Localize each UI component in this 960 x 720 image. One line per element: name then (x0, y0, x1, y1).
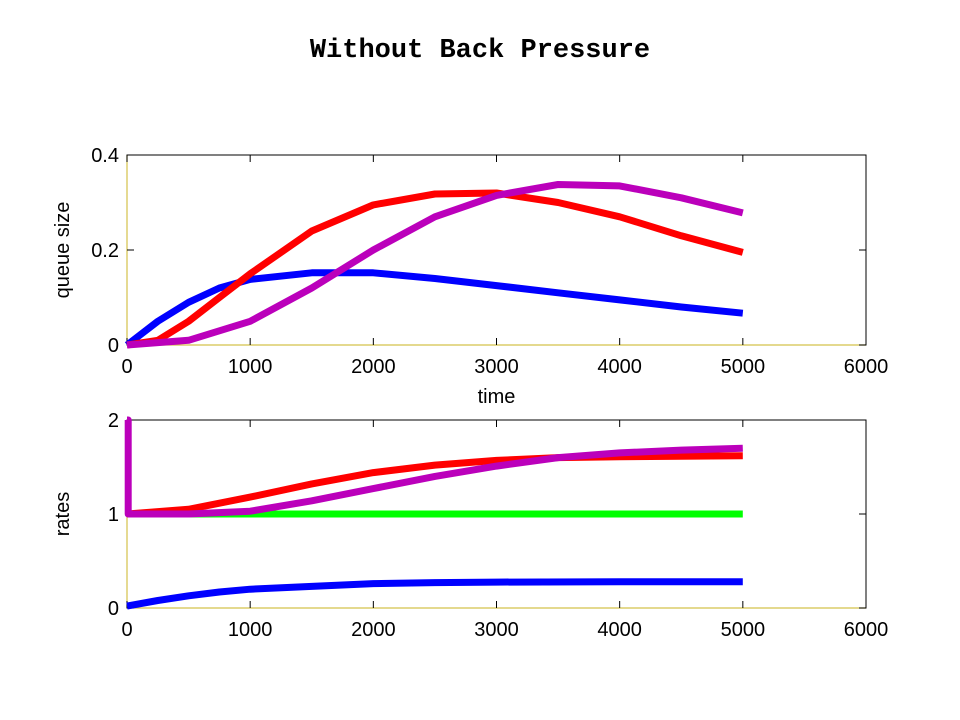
x-tick-label: 6000 (844, 619, 889, 641)
series-line-2 (126, 189, 744, 349)
x-tick-label: 5000 (721, 619, 766, 641)
x-tick-label: 2000 (351, 356, 396, 378)
y-tick-label: 0.4 (91, 145, 119, 167)
x-axis-label: time (478, 386, 516, 408)
y-tick-label: 0 (108, 598, 119, 620)
y-axis-label: rates (52, 492, 74, 536)
x-tick-label: 2000 (351, 619, 396, 641)
x-tick-label: 3000 (474, 619, 519, 641)
series-line-1 (124, 269, 744, 348)
queue-size-plot: 0 1000 2000 3000 4000 5000 6000 0 0.2 0.4 time queu… (52, 145, 888, 408)
y-tick-label: 0.2 (91, 240, 119, 262)
y-tick-label: 0 (108, 335, 119, 357)
x-tick-label: 5000 (721, 356, 766, 378)
x-tick-label: 0 (121, 356, 132, 378)
page-title: Without Back Pressure (309, 36, 651, 66)
x-tick-label: 6000 (844, 356, 889, 378)
x-tick-label: 1000 (228, 356, 273, 378)
x-tick-label: 1000 (228, 619, 273, 641)
y-tick-label: 1 (108, 504, 119, 526)
x-tick-label: 4000 (597, 619, 642, 641)
axes-box (126, 154, 867, 346)
x-tick-label: 4000 (597, 356, 642, 378)
x-tick-label: 0 (121, 619, 132, 641)
y-axis-label: queue size (52, 202, 74, 299)
rates-plot: 0 1000 2000 3000 4000 5000 6000 0 1 2 rates (52, 410, 888, 641)
x-tick-label: 3000 (474, 356, 519, 378)
series-line-2 (126, 578, 743, 610)
series-line-4 (124, 416, 743, 518)
series-line-3 (126, 181, 744, 349)
series-line-3 (126, 452, 743, 518)
y-tick-label: 2 (108, 410, 119, 432)
